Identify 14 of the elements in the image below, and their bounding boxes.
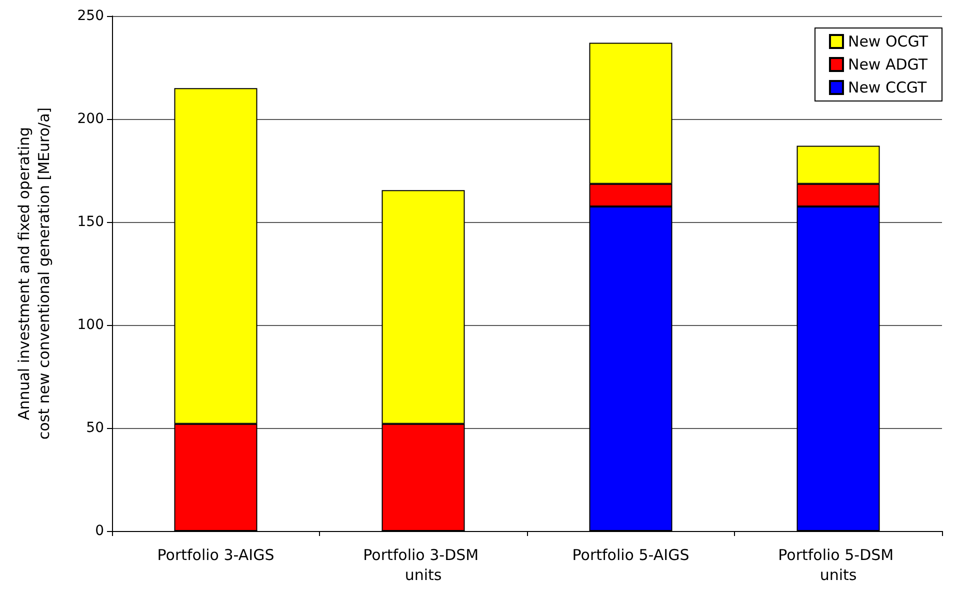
x-tick-label: Portfolio 3-AIGS [157,546,274,564]
legend-label: New OCGT [848,32,929,50]
y-tick-label: 150 [77,214,104,230]
legend-label: New ADGT [848,56,928,74]
y-axis-title: Annual investment and fixed operating cost new conventional generation [MEuro/a] [15,107,53,440]
y-tick-label: 50 [86,420,104,436]
x-tick-label: Portfolio 5-DSM units [778,546,898,584]
y-tick-label: 100 [77,317,104,333]
x-tick-label: Portfolio 3-DSM units [363,546,484,584]
y-tick-label: 250 [77,8,104,24]
y-tick-label: 200 [77,111,104,127]
legend-label: New CCGT [848,78,928,96]
x-tick-label: Portfolio 5-AIGS [572,546,690,564]
y-tick-label: 0 [95,523,104,539]
